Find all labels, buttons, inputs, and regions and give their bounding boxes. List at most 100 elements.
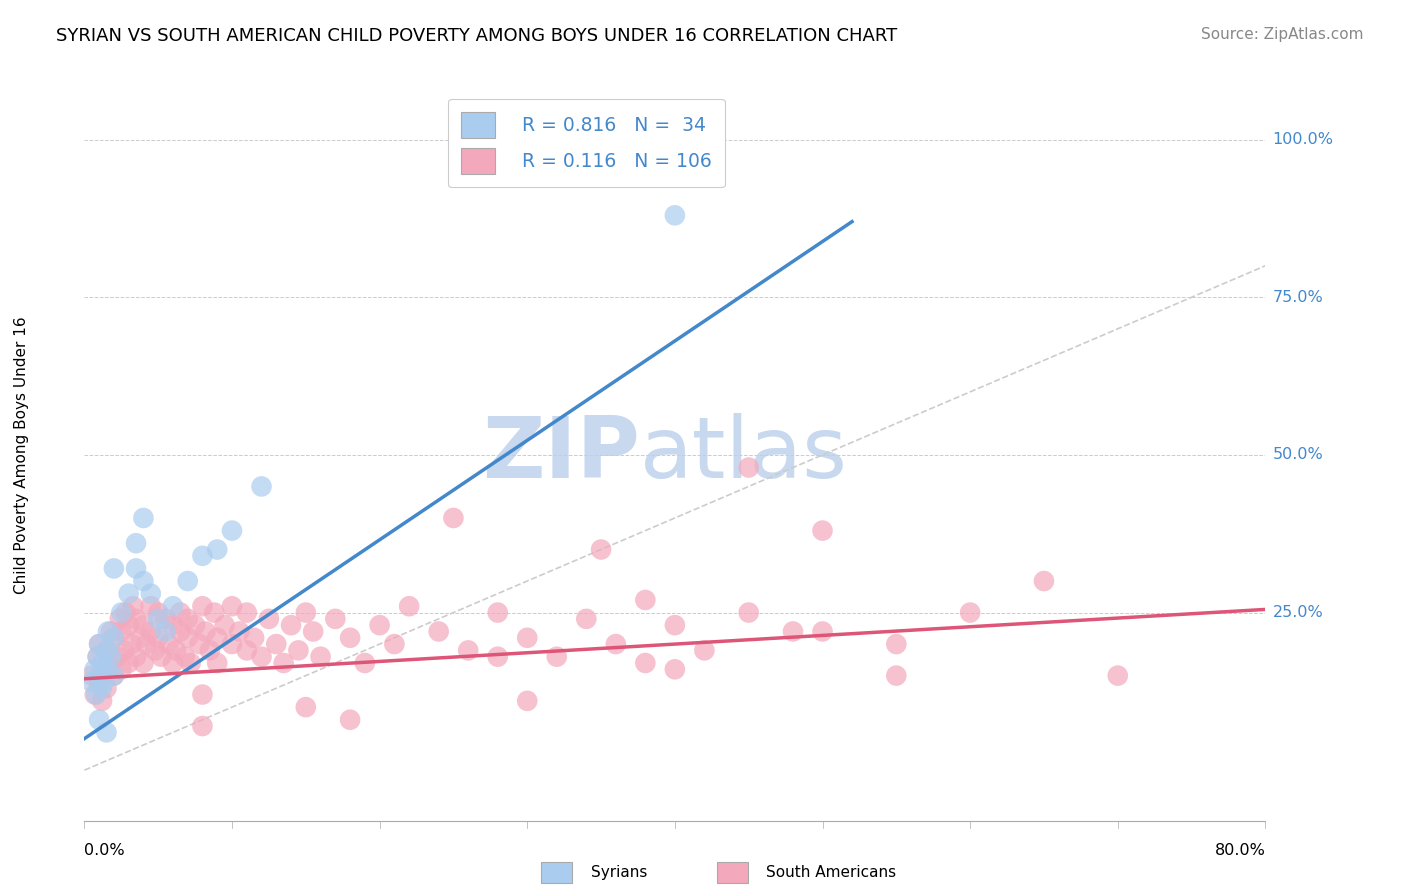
- Point: [664, 208, 686, 222]
- Point: [150, 649, 173, 664]
- Point: [368, 618, 391, 632]
- Point: [173, 649, 195, 664]
- Point: [738, 606, 761, 620]
- Text: 75.0%: 75.0%: [1272, 290, 1323, 305]
- Point: [110, 624, 132, 639]
- Text: Source: ZipAtlas.com: Source: ZipAtlas.com: [1201, 27, 1364, 42]
- Point: [191, 688, 214, 702]
- Point: [191, 549, 214, 563]
- Point: [87, 674, 111, 689]
- Point: [382, 637, 406, 651]
- Point: [132, 618, 155, 632]
- Point: [323, 612, 347, 626]
- Text: SYRIAN VS SOUTH AMERICAN CHILD POVERTY AMONG BOYS UNDER 16 CORRELATION CHART: SYRIAN VS SOUTH AMERICAN CHILD POVERTY A…: [56, 27, 897, 45]
- Point: [634, 656, 657, 670]
- Point: [811, 624, 834, 639]
- Point: [110, 606, 132, 620]
- Point: [132, 511, 155, 525]
- Point: [129, 631, 152, 645]
- Point: [103, 561, 125, 575]
- Point: [886, 668, 908, 682]
- Point: [886, 637, 908, 651]
- Point: [235, 643, 259, 657]
- Point: [339, 713, 361, 727]
- Point: [191, 719, 214, 733]
- Point: [221, 637, 243, 651]
- Point: [457, 643, 479, 657]
- Point: [302, 624, 325, 639]
- Point: [264, 637, 288, 651]
- Point: [118, 618, 141, 632]
- Text: Child Poverty Among Boys Under 16: Child Poverty Among Boys Under 16: [14, 316, 28, 594]
- Point: [91, 681, 114, 696]
- Point: [664, 662, 686, 676]
- Point: [148, 631, 170, 645]
- Point: [811, 524, 834, 538]
- Point: [169, 606, 191, 620]
- Point: [295, 700, 318, 714]
- Point: [194, 624, 217, 639]
- Point: [157, 637, 180, 651]
- Point: [93, 662, 115, 676]
- Point: [103, 668, 125, 682]
- Point: [96, 643, 118, 657]
- Point: [103, 631, 125, 645]
- Point: [605, 637, 627, 651]
- Point: [398, 599, 420, 614]
- Point: [87, 637, 111, 651]
- Point: [100, 649, 122, 664]
- Point: [91, 656, 114, 670]
- Point: [235, 606, 259, 620]
- Point: [139, 599, 162, 614]
- Point: [177, 612, 200, 626]
- Point: [118, 587, 141, 601]
- Point: [96, 681, 118, 696]
- Point: [132, 574, 155, 588]
- Point: [96, 643, 118, 657]
- Point: [214, 618, 236, 632]
- Point: [96, 725, 118, 739]
- Point: [96, 662, 118, 676]
- Point: [486, 649, 509, 664]
- Point: [83, 662, 105, 676]
- Point: [110, 662, 132, 676]
- Point: [228, 624, 250, 639]
- Point: [273, 656, 295, 670]
- Point: [427, 624, 450, 639]
- Point: [103, 631, 125, 645]
- Text: atlas: atlas: [640, 413, 848, 497]
- Text: ZIP: ZIP: [482, 413, 640, 497]
- Point: [143, 643, 166, 657]
- Point: [80, 674, 103, 689]
- Point: [486, 606, 509, 620]
- Point: [441, 511, 464, 525]
- Point: [280, 618, 302, 632]
- Text: Syrians: Syrians: [591, 865, 647, 880]
- Text: 50.0%: 50.0%: [1272, 448, 1323, 462]
- Point: [205, 656, 228, 670]
- Point: [105, 649, 128, 664]
- Point: [198, 643, 221, 657]
- Point: [250, 479, 273, 493]
- Point: [91, 694, 114, 708]
- Point: [180, 656, 202, 670]
- Point: [148, 612, 170, 626]
- Point: [169, 624, 191, 639]
- Point: [738, 460, 761, 475]
- Point: [97, 656, 120, 670]
- Point: [139, 587, 162, 601]
- Point: [155, 624, 177, 639]
- Point: [84, 688, 107, 702]
- Text: 0.0%: 0.0%: [84, 843, 125, 858]
- Point: [86, 649, 108, 664]
- Point: [132, 656, 155, 670]
- Point: [191, 599, 214, 614]
- Point: [295, 606, 318, 620]
- Point: [155, 612, 177, 626]
- Point: [100, 624, 122, 639]
- Point: [516, 631, 538, 645]
- Point: [782, 624, 804, 639]
- Point: [287, 643, 309, 657]
- Point: [114, 606, 136, 620]
- Point: [546, 649, 568, 664]
